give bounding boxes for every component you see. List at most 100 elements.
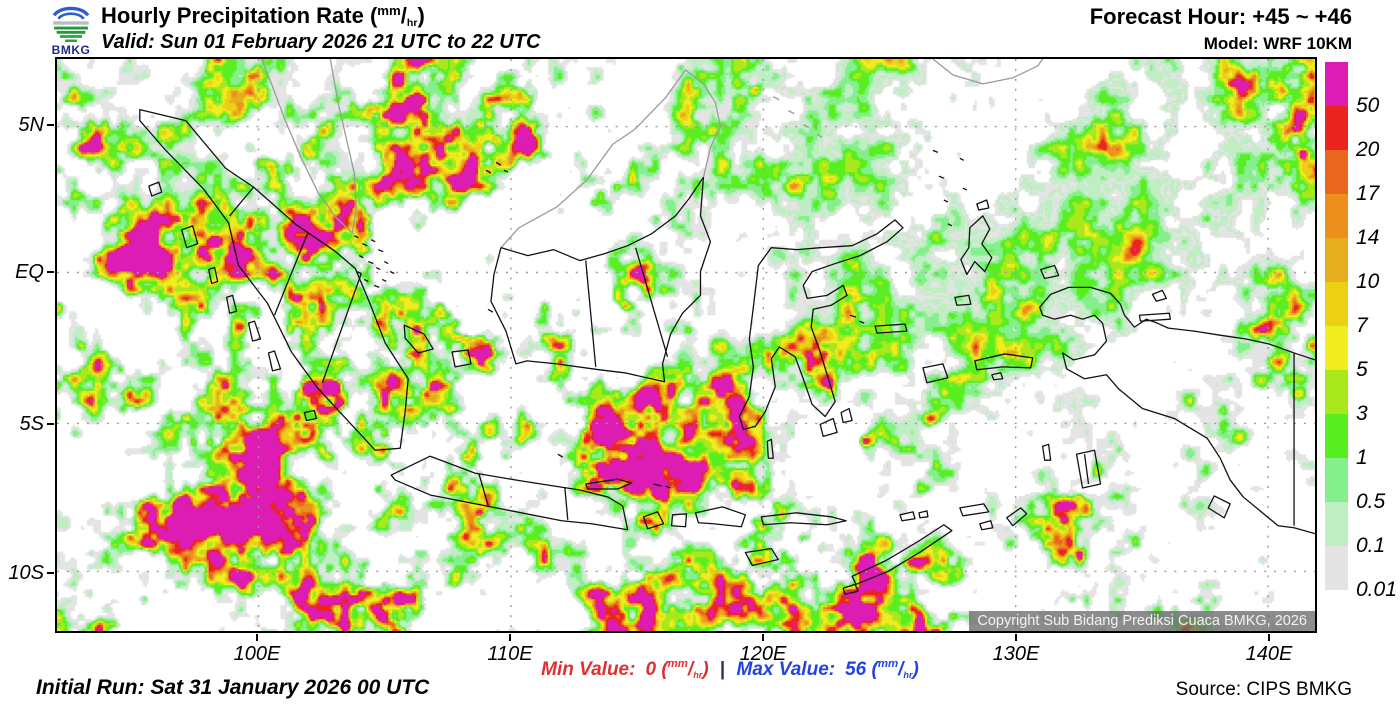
coastline xyxy=(139,109,409,451)
coastline xyxy=(354,235,395,289)
coastline xyxy=(478,473,569,520)
coastline xyxy=(229,186,362,383)
lon-tick-mark xyxy=(762,634,764,641)
coastline xyxy=(842,583,859,595)
coastline xyxy=(487,308,671,489)
legend-color-segment xyxy=(1325,150,1348,194)
legend-value-label: 50 xyxy=(1356,94,1380,117)
coastline xyxy=(207,266,282,372)
minmax-line: Min Value: 0 (mm/hr) | Max Value: 56 (mm/h… xyxy=(470,658,990,681)
legend-value-label: 20 xyxy=(1356,138,1380,161)
coastline xyxy=(1040,264,1060,280)
valid-time-line: Valid: Sun 01 February 2026 21 UTC to 22… xyxy=(101,31,541,53)
legend-color-segment xyxy=(1325,326,1348,370)
coastline xyxy=(819,407,853,438)
bmkg-logo-icon: BMKG xyxy=(44,1,98,57)
legend-value-label: 5 xyxy=(1356,358,1368,381)
lat-tick-label: 5N xyxy=(18,114,44,136)
lon-tick-mark xyxy=(509,634,511,641)
foreign-coastline xyxy=(773,96,823,139)
legend-value-label: 7 xyxy=(1356,314,1368,337)
coastline xyxy=(874,323,908,334)
coastline xyxy=(303,409,318,422)
coastline xyxy=(390,455,629,531)
lon-tick-label: 140E xyxy=(1245,643,1293,665)
initial-run-label: Initial Run: Sat 31 January 2026 00 UTC xyxy=(36,676,430,699)
legend-value-label: 17 xyxy=(1356,182,1380,205)
coastline xyxy=(642,511,665,530)
legend-color-segment xyxy=(1325,238,1348,282)
min-value-label: Min Value: 0 (mm/hr) xyxy=(541,658,709,680)
unit-mm-per-hr: (mm/hr) xyxy=(369,3,425,29)
coastline xyxy=(1042,443,1052,461)
precipitation-layer xyxy=(57,59,1315,631)
coastline xyxy=(403,324,434,354)
precip-color-scale: 50 20 17 14 10 7 5 3 1 0.5 0.1 0.01 xyxy=(1325,62,1400,602)
coastline xyxy=(849,314,865,324)
coastline xyxy=(1207,495,1231,519)
legend-value-label: 0.5 xyxy=(1356,490,1386,513)
coastline xyxy=(974,353,1034,371)
min-unit: (mm/hr) xyxy=(661,658,709,680)
coastline xyxy=(738,219,904,431)
coastline xyxy=(181,225,199,249)
coastline-layer xyxy=(57,59,1315,631)
lat-tick-mark xyxy=(47,271,54,273)
legend-value-label: 10 xyxy=(1356,270,1380,293)
coastline xyxy=(1039,286,1315,361)
foreign-coastline xyxy=(500,69,722,249)
lon-tick-label: 120E xyxy=(739,643,787,665)
lon-tick-label: 110E xyxy=(487,643,533,665)
coastline xyxy=(148,181,163,197)
foreign-coastline xyxy=(260,59,357,234)
lat-tick-mark xyxy=(47,124,54,126)
lat-tick-label: 5S xyxy=(19,413,44,435)
coastline xyxy=(451,349,472,368)
legend-color-segment xyxy=(1325,502,1348,546)
foreign-coastline xyxy=(932,59,1044,85)
legend-color-segment xyxy=(1325,546,1348,590)
coastline xyxy=(1075,449,1102,489)
coastline xyxy=(960,215,993,276)
legend-color-segment xyxy=(1325,458,1348,502)
coastline xyxy=(979,520,994,531)
minmax-separator: | xyxy=(719,659,726,680)
coastline xyxy=(851,524,953,585)
coastline xyxy=(766,438,774,459)
map-area: Copyright Sub Bidang Prediksi Cuaca BMKG… xyxy=(55,57,1317,633)
coastline xyxy=(500,176,704,262)
max-unit: (mm/hr) xyxy=(871,658,919,680)
coastline xyxy=(1151,289,1168,302)
coastline xyxy=(694,506,747,528)
max-value-label: Max Value: 56 (mm/hr) xyxy=(736,658,919,680)
source-label: Source: CIPS BMKG xyxy=(1175,679,1352,700)
legend-value-label: 3 xyxy=(1356,402,1368,425)
lat-tick-label: 10S xyxy=(8,562,44,584)
coastline xyxy=(959,503,990,517)
legend-color-segment xyxy=(1325,414,1348,458)
coastline xyxy=(1138,312,1171,322)
legend-color-segment xyxy=(1325,282,1348,326)
lon-tick-label: 100E xyxy=(233,643,281,665)
lon-tick-mark xyxy=(1268,634,1270,641)
bmkg-logo-label: BMKG xyxy=(51,43,91,57)
forecast-hour-label: Forecast Hour: +45 ~ +46 xyxy=(1089,4,1352,29)
page-title: Hourly Precipitation Rate (mm/hr) xyxy=(101,3,425,29)
lon-tick-mark xyxy=(256,634,258,641)
coastline xyxy=(899,510,929,522)
coastline xyxy=(585,478,633,490)
legend-color-segment xyxy=(1325,194,1348,238)
legend-value-label: 14 xyxy=(1356,226,1380,249)
copyright-bar: Copyright Sub Bidang Prediksi Cuaca BMKG… xyxy=(969,611,1315,631)
coastline xyxy=(585,247,669,367)
coastline xyxy=(490,177,712,383)
model-label: Model: WRF 10KM xyxy=(1203,34,1352,53)
coastline xyxy=(954,294,972,306)
coastline xyxy=(485,161,509,174)
coastline xyxy=(760,512,847,526)
coastline xyxy=(670,513,688,528)
legend-color-segment xyxy=(1325,62,1348,106)
coastline xyxy=(744,547,779,567)
legend-color-segment xyxy=(1325,106,1348,150)
